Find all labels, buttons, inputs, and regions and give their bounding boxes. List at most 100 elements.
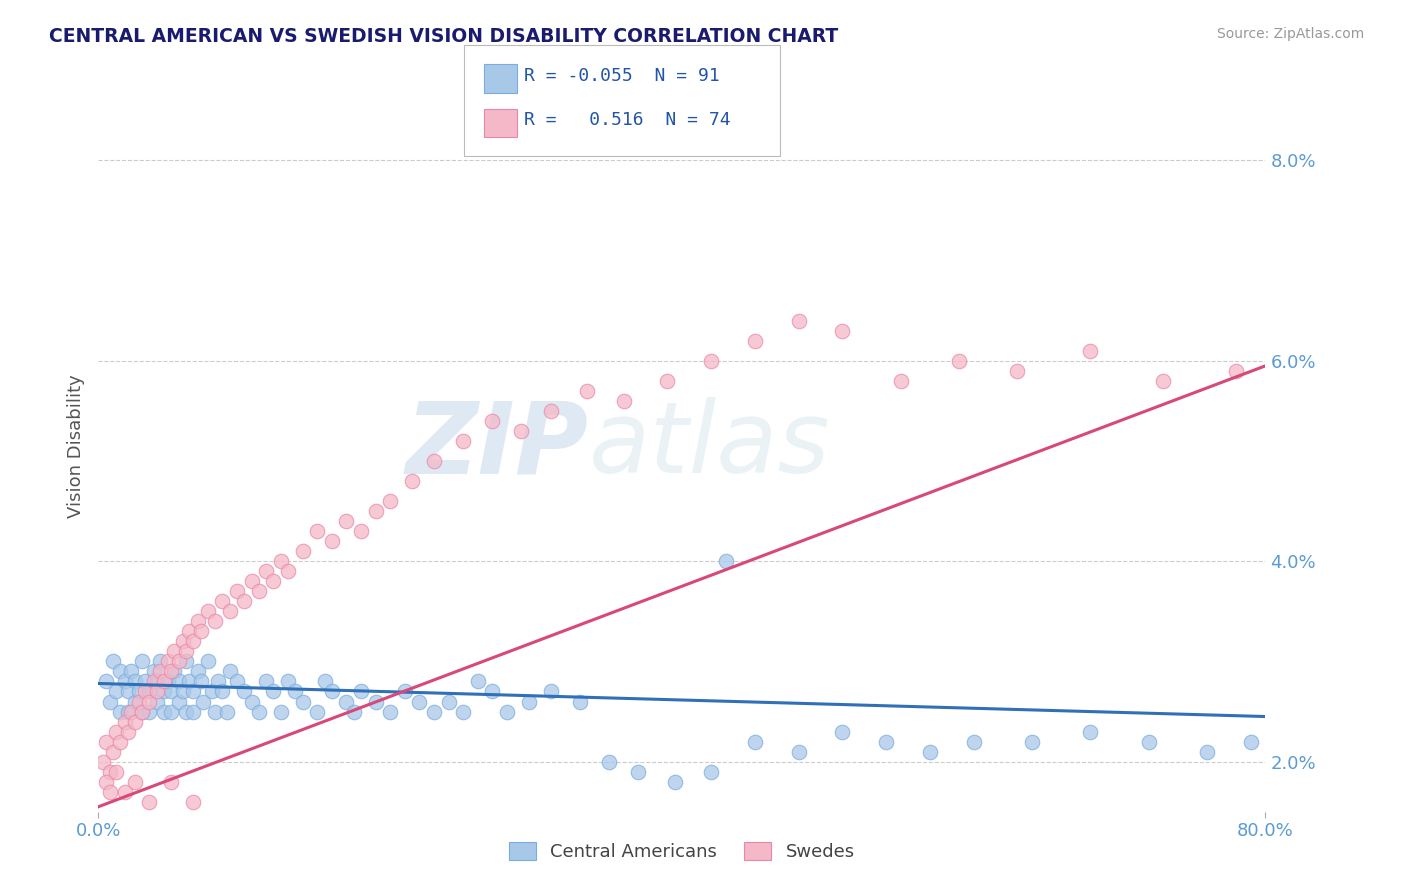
Point (131, 705, 153, 719)
Text: ZIP: ZIP (405, 398, 589, 494)
Point (187, 665, 209, 679)
Point (101, 655, 124, 669)
Point (138, 795, 160, 809)
Point (350, 524, 373, 538)
Point (218, 604, 240, 618)
Point (172, 634, 194, 648)
Point (254, 674, 277, 689)
Point (364, 694, 387, 708)
Point (496, 705, 519, 719)
Point (187, 615, 209, 629)
Point (160, 684, 183, 698)
Point (380, 494, 402, 508)
Point (98, 764, 121, 779)
Point (540, 684, 562, 698)
Point (335, 694, 357, 708)
Text: atlas: atlas (589, 398, 830, 494)
Point (918, 745, 941, 759)
Point (270, 554, 292, 568)
Point (124, 714, 146, 729)
Point (153, 705, 176, 719)
Point (1137, 734, 1160, 748)
Point (270, 705, 292, 719)
Point (146, 694, 169, 708)
Point (197, 655, 219, 669)
Point (142, 674, 165, 689)
Point (114, 674, 136, 689)
Point (875, 734, 897, 748)
Point (104, 764, 127, 779)
Point (612, 393, 634, 408)
Point (128, 694, 150, 708)
Point (174, 705, 197, 719)
Point (163, 665, 186, 679)
Point (204, 615, 226, 629)
Point (177, 624, 200, 639)
Point (94, 734, 117, 748)
Point (94, 774, 117, 789)
Point (138, 684, 160, 698)
Point (157, 674, 180, 689)
Point (124, 774, 146, 789)
Point (451, 705, 474, 719)
Point (291, 544, 314, 558)
Point (277, 564, 299, 578)
Point (517, 694, 540, 708)
Point (948, 354, 970, 368)
Point (110, 665, 132, 679)
Point (364, 504, 387, 518)
Point (247, 584, 270, 599)
Point (233, 684, 256, 698)
Point (138, 705, 160, 719)
Point (160, 705, 183, 719)
Point (174, 644, 197, 658)
Point (262, 574, 284, 589)
Point (664, 774, 686, 789)
Point (284, 684, 307, 698)
Point (94, 674, 117, 689)
Point (890, 374, 912, 388)
Legend: Central Americans, Swedes: Central Americans, Swedes (502, 835, 862, 869)
Point (343, 705, 366, 719)
Point (1225, 364, 1247, 378)
Point (226, 584, 249, 599)
Point (700, 764, 723, 779)
Point (138, 694, 160, 708)
Point (307, 524, 329, 538)
Point (350, 684, 373, 698)
Point (181, 795, 204, 809)
Point (98, 694, 121, 708)
Point (335, 514, 357, 528)
Point (481, 414, 503, 428)
Point (197, 604, 219, 618)
Point (233, 594, 256, 608)
Point (193, 694, 215, 708)
Point (117, 684, 139, 698)
Text: R = -0.055  N = 91: R = -0.055 N = 91 (524, 67, 720, 85)
Point (167, 694, 190, 708)
Point (540, 404, 562, 418)
Point (657, 374, 679, 388)
Point (98, 785, 121, 799)
Point (1080, 724, 1102, 739)
Point (321, 534, 343, 549)
Point (181, 684, 204, 698)
Point (218, 665, 240, 679)
Point (247, 705, 270, 719)
Point (149, 665, 172, 679)
Point (104, 724, 127, 739)
Point (627, 764, 650, 779)
Point (291, 694, 314, 708)
Point (314, 674, 336, 689)
Point (167, 674, 190, 689)
Point (380, 705, 402, 719)
Point (117, 705, 139, 719)
Point (831, 324, 853, 338)
Point (160, 774, 183, 789)
Point (1195, 745, 1218, 759)
Point (787, 314, 810, 328)
Point (451, 434, 474, 448)
Point (124, 694, 146, 708)
Point (91, 755, 114, 769)
Point (1240, 734, 1263, 748)
